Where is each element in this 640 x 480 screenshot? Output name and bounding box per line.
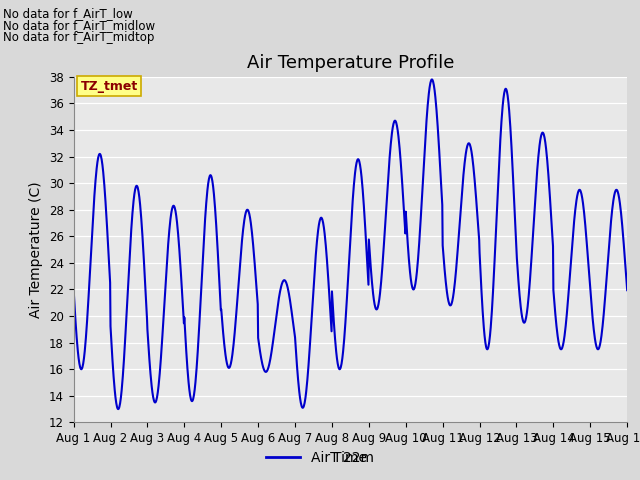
Text: No data for f_AirT_low: No data for f_AirT_low <box>3 7 133 20</box>
X-axis label: Time: Time <box>333 451 367 465</box>
Y-axis label: Air Temperature (C): Air Temperature (C) <box>29 181 44 318</box>
Text: TZ_tmet: TZ_tmet <box>81 80 138 93</box>
Title: Air Temperature Profile: Air Temperature Profile <box>246 54 454 72</box>
Legend: AirT 22m: AirT 22m <box>260 445 380 471</box>
Text: No data for f_AirT_midtop: No data for f_AirT_midtop <box>3 31 155 44</box>
Text: No data for f_AirT_midlow: No data for f_AirT_midlow <box>3 19 156 32</box>
